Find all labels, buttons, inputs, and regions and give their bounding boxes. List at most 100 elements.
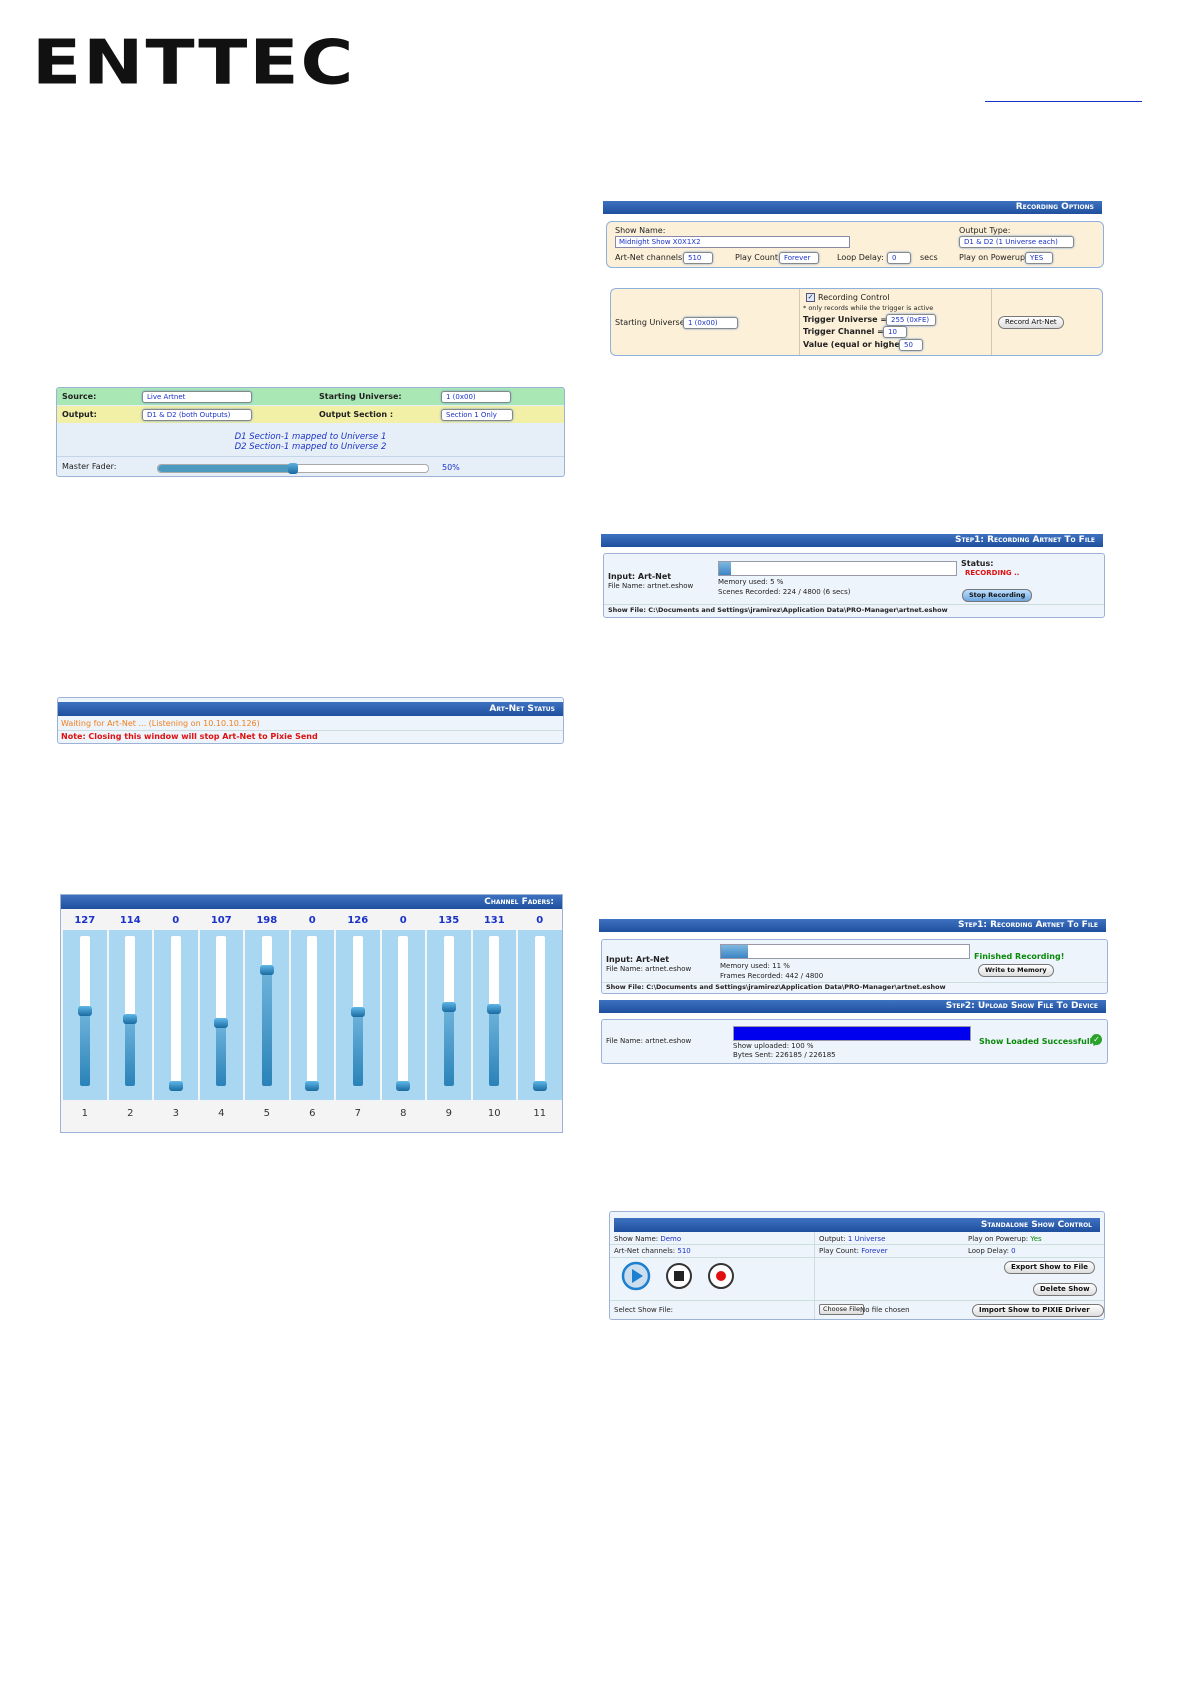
label: Trigger Channel = <box>803 327 884 336</box>
label: Output Section : <box>319 410 394 419</box>
button[interactable]: Choose File <box>819 1304 864 1315</box>
art-net-status: Art-Net Status Waiting for Art-Net ... (… <box>57 697 564 744</box>
divider <box>604 604 1104 605</box>
fader-knob[interactable] <box>441 1001 456 1012</box>
step2-upload: File Name: artnet.eshow Show uploaded: 1… <box>601 1019 1108 1064</box>
select[interactable]: D1 & D2 (1 Universe each) <box>959 236 1074 248</box>
fader-fill <box>489 1008 500 1086</box>
recording-options: Show Name: Midnight Show X0X1X2 Output T… <box>606 221 1104 268</box>
button[interactable]: Delete Show <box>1033 1283 1097 1296</box>
label: Show uploaded: <box>733 1042 790 1050</box>
select[interactable]: Section 1 Only <box>441 409 513 421</box>
select[interactable]: 50 <box>899 339 923 351</box>
fader-fill <box>261 969 272 1086</box>
fader-knob[interactable] <box>396 1081 411 1091</box>
select[interactable]: Forever <box>779 252 819 264</box>
select[interactable]: Live Artnet <box>142 391 252 403</box>
label: Art-Net channels: 510 <box>614 1247 691 1255</box>
fader-fill <box>79 1011 90 1086</box>
label: File Name: artnet.eshow <box>606 1037 692 1045</box>
label: No file chosen <box>860 1306 910 1314</box>
check-icon: ✓ <box>1091 1034 1102 1045</box>
channel-label: 4 <box>218 1108 225 1119</box>
label: Loop Delay: <box>837 253 884 262</box>
record-icon <box>716 1271 726 1281</box>
fader-fill <box>443 1006 454 1086</box>
select[interactable]: 1 (0x00) <box>683 317 738 329</box>
status: RECORDING .. <box>965 569 1020 577</box>
select[interactable]: 1 (0x00) <box>441 391 511 403</box>
label: Memory used: <box>720 962 770 970</box>
channel-label: 2 <box>127 1108 134 1119</box>
select[interactable]: YES <box>1025 252 1053 264</box>
button[interactable]: Import Show to PIXIE Driver >> <box>972 1304 1104 1319</box>
label: Trigger Universe = <box>803 315 888 324</box>
divider <box>58 730 563 731</box>
button[interactable]: Stop Recording <box>962 589 1033 602</box>
divider <box>814 1232 815 1319</box>
status-text: Waiting for Art-Net ... (Listening on 10… <box>61 719 260 728</box>
select[interactable]: 10 <box>883 326 907 338</box>
fader-track <box>398 936 409 1086</box>
fader-knob[interactable] <box>77 1006 92 1017</box>
label: Art-Net channels: <box>615 253 685 262</box>
label: Input: Art-Net <box>608 572 672 581</box>
fader-track <box>170 936 181 1086</box>
button[interactable]: Export Show to File <box>1004 1261 1096 1274</box>
fader-knob[interactable] <box>487 1003 502 1014</box>
fader-knob[interactable] <box>259 964 274 975</box>
label: Output: <box>819 1235 846 1243</box>
select[interactable]: 0 <box>887 252 911 264</box>
label: Play on Powerup: Yes <box>968 1235 1042 1243</box>
fader-knob[interactable] <box>305 1081 320 1091</box>
divider <box>57 456 564 457</box>
title-bar: Step2: Upload Show File To Device <box>599 1000 1106 1013</box>
value: 131 <box>483 915 505 926</box>
master-track[interactable] <box>157 463 429 474</box>
title-bar: Art-Net Status <box>58 702 563 716</box>
checkbox[interactable]: ✓ <box>806 293 815 302</box>
note: Note: Closing this window will stop Art-… <box>61 732 318 741</box>
label: Recording Control <box>818 293 890 302</box>
label: Show Name: <box>614 1235 659 1243</box>
select[interactable]: D1 & D2 (both Outputs) <box>142 409 252 421</box>
select[interactable]: 510 <box>683 252 713 264</box>
channel-label: 3 <box>172 1108 179 1119</box>
fader-track <box>534 936 545 1086</box>
channel-label: 11 <box>533 1108 547 1119</box>
value: 126 <box>347 915 369 926</box>
select[interactable]: 255 (0xFE) <box>886 314 936 326</box>
value: 198 <box>256 915 278 926</box>
label: File Name: artnet.eshow <box>608 582 694 590</box>
label: Select Show File: <box>614 1306 674 1314</box>
memory: Memory used: 11 % <box>720 962 790 970</box>
label: Memory used: <box>718 578 768 586</box>
fader-knob[interactable] <box>123 1013 138 1024</box>
progress-bar <box>721 945 749 958</box>
channel-label: 1 <box>81 1108 88 1119</box>
fader-knob[interactable] <box>214 1018 229 1029</box>
button[interactable]: Write to Memory <box>978 964 1054 977</box>
text-input[interactable]: Midnight Show X0X1X2 <box>615 236 850 248</box>
label: Show Name: Demo <box>614 1235 681 1243</box>
master-knob[interactable] <box>288 463 298 474</box>
note: * only records while the trigger is acti… <box>803 304 934 312</box>
link-underline <box>985 101 1142 102</box>
play-icon <box>632 1269 643 1283</box>
label: Output: 1 Universe <box>819 1235 885 1243</box>
label: Play on Powerup: <box>968 1235 1029 1243</box>
channel-label: 10 <box>487 1108 501 1119</box>
label: Output: <box>62 410 97 419</box>
fader-knob[interactable] <box>350 1006 365 1017</box>
value: Demo <box>660 1235 682 1243</box>
button[interactable]: Record Art-Net <box>998 316 1064 329</box>
channel-label: 8 <box>400 1108 407 1119</box>
label: Source: <box>62 392 97 401</box>
fader-knob[interactable] <box>168 1081 183 1091</box>
uploaded: Show uploaded: 100 % <box>733 1042 814 1050</box>
value: 510 <box>677 1247 691 1255</box>
fader-knob[interactable] <box>532 1081 547 1091</box>
label: Master Fader: <box>62 462 117 471</box>
progress-bar <box>719 562 731 575</box>
value: 0 <box>308 915 316 926</box>
